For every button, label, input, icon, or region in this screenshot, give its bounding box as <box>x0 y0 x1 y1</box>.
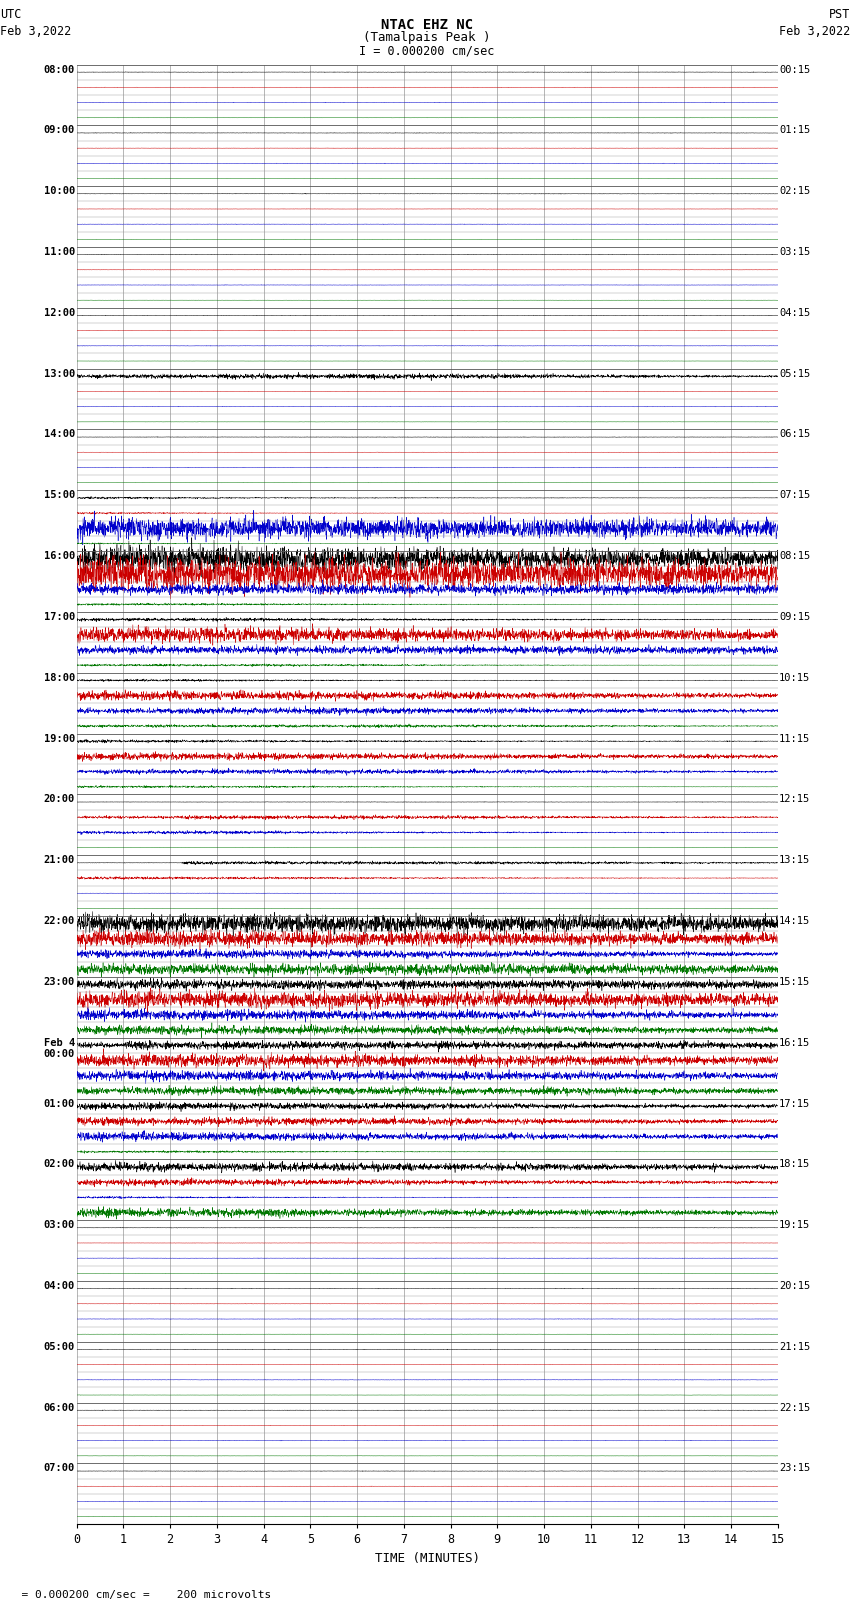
Text: 01:00: 01:00 <box>44 1098 75 1108</box>
Text: Feb 3,2022: Feb 3,2022 <box>779 26 850 39</box>
Text: 03:15: 03:15 <box>779 247 810 256</box>
Text: 13:15: 13:15 <box>779 855 810 865</box>
Text: 06:15: 06:15 <box>779 429 810 439</box>
Text: 00:15: 00:15 <box>779 65 810 74</box>
Text: 03:00: 03:00 <box>44 1219 75 1231</box>
Text: 17:15: 17:15 <box>779 1098 810 1108</box>
Text: = 0.000200 cm/sec =    200 microvolts: = 0.000200 cm/sec = 200 microvolts <box>8 1590 272 1600</box>
Text: 14:00: 14:00 <box>44 429 75 439</box>
Text: 19:00: 19:00 <box>44 734 75 744</box>
Text: (Tamalpais Peak ): (Tamalpais Peak ) <box>363 31 490 44</box>
Text: 09:00: 09:00 <box>44 126 75 135</box>
Text: 09:15: 09:15 <box>779 611 810 623</box>
Text: 16:15: 16:15 <box>779 1037 810 1048</box>
Text: 17:00: 17:00 <box>44 611 75 623</box>
Text: NTAC EHZ NC: NTAC EHZ NC <box>381 18 473 32</box>
Text: Feb 4
00:00: Feb 4 00:00 <box>44 1037 75 1060</box>
Text: 11:00: 11:00 <box>44 247 75 256</box>
Text: 05:00: 05:00 <box>44 1342 75 1352</box>
Text: 13:00: 13:00 <box>44 369 75 379</box>
Text: I = 0.000200 cm/sec: I = 0.000200 cm/sec <box>360 44 495 56</box>
Text: 12:15: 12:15 <box>779 794 810 805</box>
Text: 02:15: 02:15 <box>779 185 810 197</box>
Text: PST: PST <box>829 8 850 21</box>
Text: 04:00: 04:00 <box>44 1281 75 1290</box>
Text: 10:00: 10:00 <box>44 185 75 197</box>
X-axis label: TIME (MINUTES): TIME (MINUTES) <box>375 1552 479 1565</box>
Text: 06:00: 06:00 <box>44 1403 75 1413</box>
Text: 20:00: 20:00 <box>44 794 75 805</box>
Text: 15:15: 15:15 <box>779 977 810 987</box>
Text: 20:15: 20:15 <box>779 1281 810 1290</box>
Text: 21:00: 21:00 <box>44 855 75 865</box>
Text: 04:15: 04:15 <box>779 308 810 318</box>
Text: 08:15: 08:15 <box>779 552 810 561</box>
Text: 11:15: 11:15 <box>779 734 810 744</box>
Text: 22:00: 22:00 <box>44 916 75 926</box>
Text: 18:00: 18:00 <box>44 673 75 682</box>
Text: 10:15: 10:15 <box>779 673 810 682</box>
Text: 07:00: 07:00 <box>44 1463 75 1473</box>
Text: 21:15: 21:15 <box>779 1342 810 1352</box>
Text: 02:00: 02:00 <box>44 1160 75 1169</box>
Text: 01:15: 01:15 <box>779 126 810 135</box>
Text: 23:00: 23:00 <box>44 977 75 987</box>
Text: UTC: UTC <box>0 8 21 21</box>
Text: 15:00: 15:00 <box>44 490 75 500</box>
Text: 05:15: 05:15 <box>779 369 810 379</box>
Text: 23:15: 23:15 <box>779 1463 810 1473</box>
Text: 14:15: 14:15 <box>779 916 810 926</box>
Text: 18:15: 18:15 <box>779 1160 810 1169</box>
Text: 22:15: 22:15 <box>779 1403 810 1413</box>
Text: 07:15: 07:15 <box>779 490 810 500</box>
Text: 12:00: 12:00 <box>44 308 75 318</box>
Text: 08:00: 08:00 <box>44 65 75 74</box>
Text: 19:15: 19:15 <box>779 1219 810 1231</box>
Text: Feb 3,2022: Feb 3,2022 <box>0 26 71 39</box>
Text: 16:00: 16:00 <box>44 552 75 561</box>
